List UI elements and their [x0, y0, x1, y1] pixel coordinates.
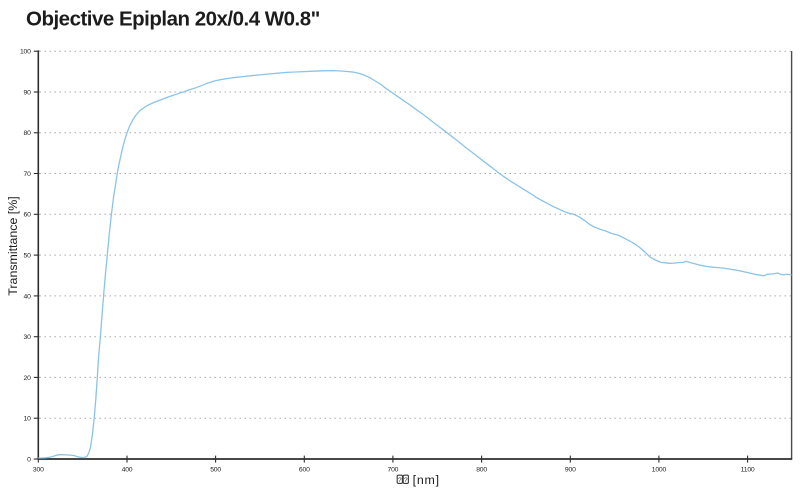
svg-text:?: ?: [398, 477, 402, 484]
svg-text:60: 60: [24, 212, 32, 219]
svg-text:30: 30: [24, 334, 32, 341]
svg-text:20: 20: [24, 375, 32, 382]
svg-text:80: 80: [24, 130, 32, 137]
svg-text:?: ?: [404, 477, 408, 484]
svg-text:300: 300: [33, 467, 44, 474]
svg-text:10: 10: [24, 416, 32, 423]
svg-text:90: 90: [24, 89, 32, 96]
svg-text:700: 700: [388, 467, 399, 474]
svg-text:100: 100: [20, 49, 31, 56]
svg-text:1100: 1100: [741, 467, 755, 474]
svg-text:500: 500: [210, 467, 221, 474]
svg-text:Transmittance [%]: Transmittance [%]: [6, 196, 20, 295]
svg-text:40: 40: [24, 293, 32, 300]
svg-text:400: 400: [122, 467, 133, 474]
svg-text:600: 600: [299, 467, 310, 474]
svg-text:800: 800: [476, 467, 487, 474]
svg-text:Objective Epiplan 20x/0.4 W0.8: Objective Epiplan 20x/0.4 W0.8": [26, 8, 320, 31]
svg-text:900: 900: [565, 467, 576, 474]
svg-text:[nm]: [nm]: [413, 473, 440, 487]
svg-text:50: 50: [24, 253, 32, 260]
svg-text:1000: 1000: [652, 467, 667, 474]
svg-text:70: 70: [24, 171, 32, 178]
svg-text:0: 0: [27, 456, 31, 463]
